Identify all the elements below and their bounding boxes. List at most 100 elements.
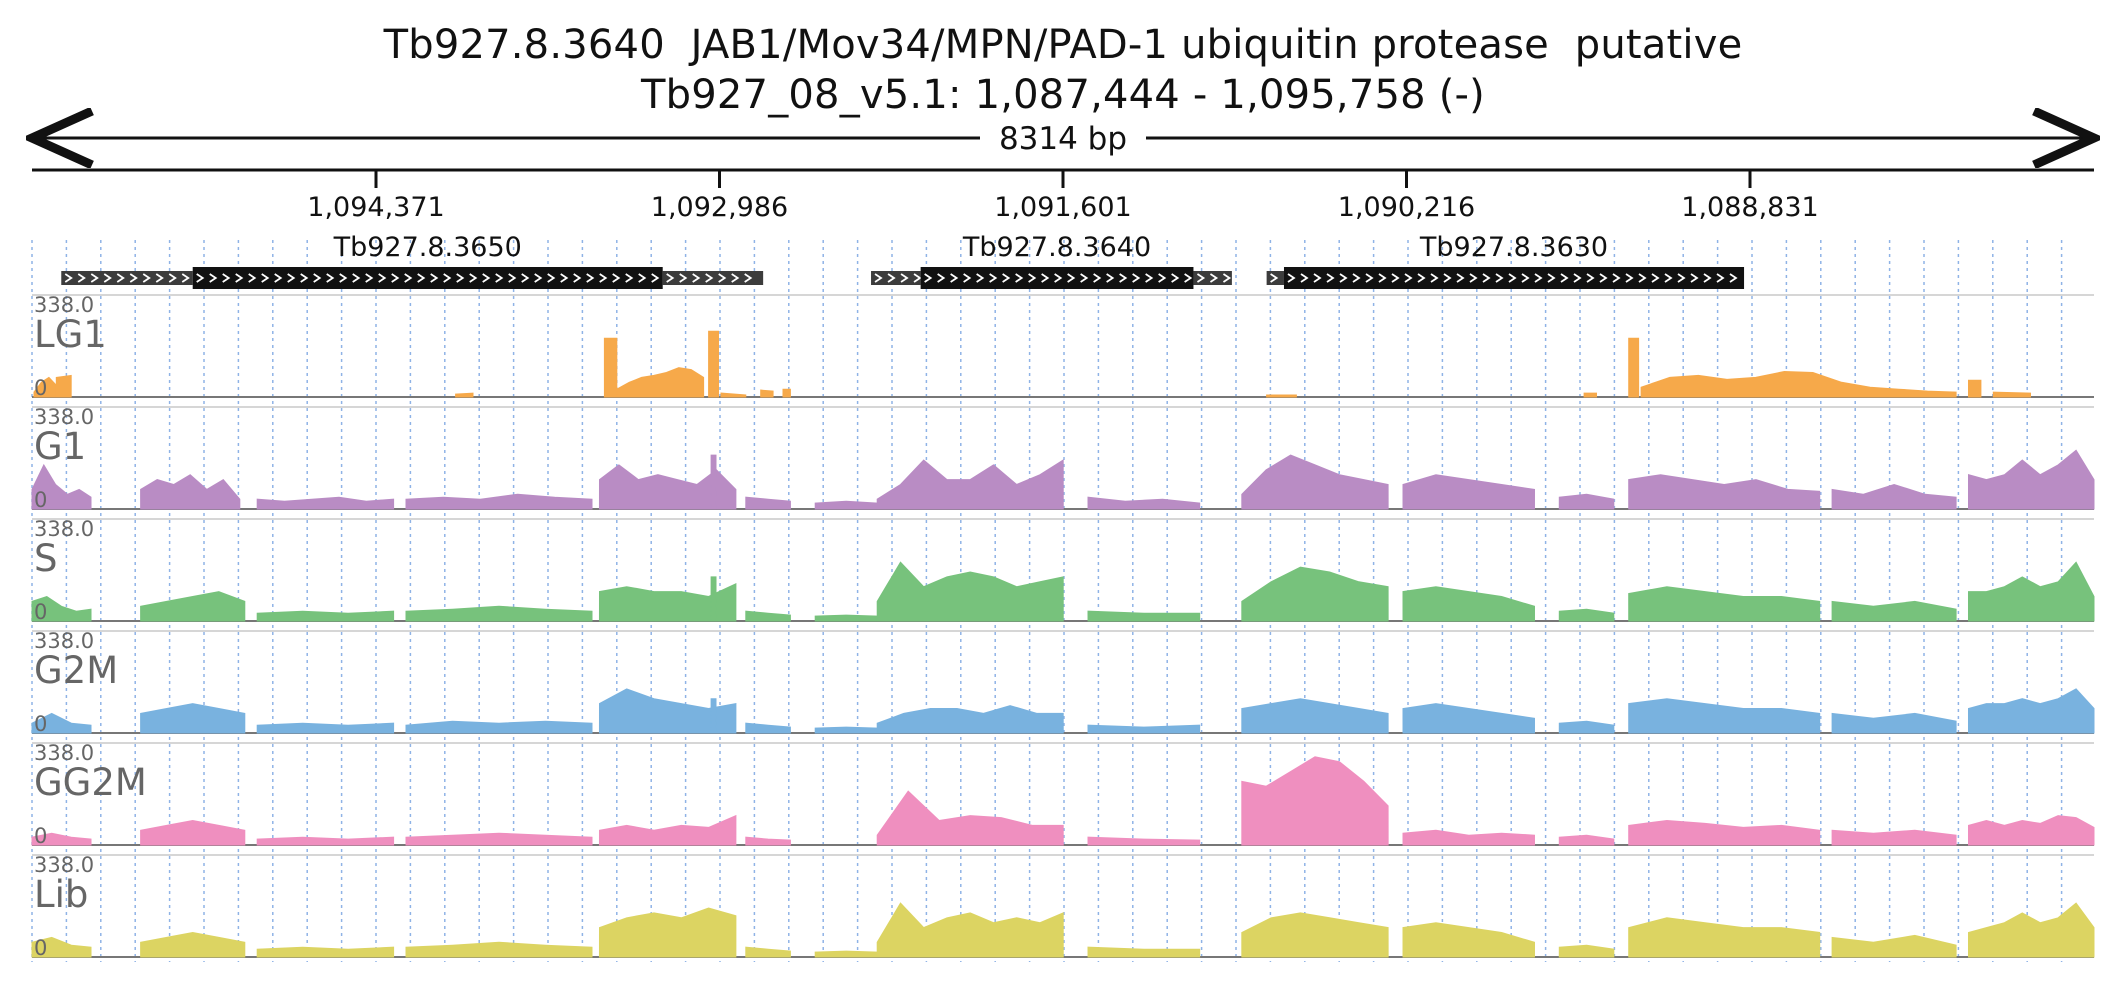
- coverage-area: [1241, 698, 1389, 734]
- coverage-area: [256, 496, 395, 510]
- strand-chevron: [1690, 273, 1699, 283]
- coverage-area: [616, 367, 705, 398]
- strand-chevron: [1586, 273, 1595, 283]
- track-name: G1: [34, 425, 86, 468]
- strand-chevron: [887, 273, 896, 283]
- strand-chevron: [352, 273, 361, 283]
- coverage-area: [1968, 688, 2095, 734]
- coverage-area: [1968, 815, 2095, 846]
- coverage-area: [1087, 724, 1201, 734]
- coverage-area: [1087, 610, 1201, 622]
- strand-chevron: [1326, 273, 1335, 283]
- strand-chevron: [1054, 273, 1063, 283]
- coverage-area: [1583, 392, 1598, 398]
- coverage-area: [31, 463, 92, 510]
- coverage-area: [31, 936, 92, 958]
- coverage-area: [745, 946, 791, 958]
- strand-chevron: [1339, 273, 1348, 283]
- strand-chevron: [1313, 273, 1322, 283]
- strand-chevron: [692, 273, 701, 283]
- strand-chevron: [705, 273, 714, 283]
- strand-chevron: [222, 273, 231, 283]
- coverage-area: [405, 941, 593, 958]
- gene-utr: [1193, 271, 1232, 285]
- strand-chevron: [1651, 273, 1660, 283]
- tick-label: 1,090,216: [1338, 192, 1475, 223]
- strand-chevron: [924, 273, 933, 283]
- strand-chevron: [1300, 273, 1309, 283]
- coverage-area: [405, 605, 593, 622]
- track-min-label: 0: [34, 824, 47, 848]
- coverage-area: [1558, 720, 1615, 734]
- track-name: S: [34, 537, 58, 580]
- coverage-area: [1831, 934, 1957, 958]
- strand-chevron: [1287, 273, 1296, 283]
- strand-chevron: [1270, 273, 1279, 283]
- strand-chevron: [651, 273, 660, 283]
- coverage-area: [745, 836, 791, 846]
- strand-chevron: [1222, 273, 1232, 283]
- track-min-label: 0: [34, 488, 47, 512]
- strand-chevron: [326, 273, 335, 283]
- strand-chevron: [1664, 273, 1673, 283]
- track-max-label: 338.0: [34, 293, 94, 317]
- coverage-area: [405, 493, 593, 510]
- coverage-area: [1558, 493, 1615, 510]
- strand-chevron: [1508, 273, 1517, 283]
- coverage-area: [256, 836, 395, 846]
- strand-chevron: [103, 273, 112, 283]
- strand-chevron: [547, 273, 556, 283]
- strand-chevron: [1599, 273, 1608, 283]
- coverage-area: [1992, 391, 2032, 398]
- strand-chevron: [1093, 273, 1102, 283]
- strand-chevron: [1158, 273, 1167, 283]
- strand-chevron: [155, 273, 164, 283]
- gene-Tb927-8-3630: Tb927.8.3630: [1266, 232, 1745, 289]
- coverage-area: [140, 474, 241, 510]
- strand-chevron: [976, 273, 985, 283]
- strand-chevron: [77, 273, 86, 283]
- coverage-area: [140, 931, 246, 958]
- locus-subtitle: Tb927_08_v5.1: 1,087,444 - 1,095,758 (-): [641, 72, 1485, 118]
- strand-chevron: [1456, 273, 1465, 283]
- strand-chevron: [1132, 273, 1141, 283]
- strand-chevron: [1352, 273, 1361, 283]
- gene-Tb927-8-3640: Tb927.8.3640: [871, 232, 1232, 289]
- strand-chevron: [378, 273, 387, 283]
- strand-chevron: [666, 273, 675, 283]
- coverage-area: [1831, 600, 1957, 622]
- coverage-area: [814, 950, 878, 958]
- coverage-area: [1402, 922, 1536, 958]
- coverage-area: [1628, 337, 1640, 398]
- coverage-area: [55, 374, 72, 398]
- tick-label: 1,091,601: [994, 192, 1131, 223]
- x-axis-ticks: 1,094,371 1,092,986 1,091,601 1,090,216 1,08…: [307, 170, 1819, 223]
- strand-chevron: [417, 273, 426, 283]
- coverage-area: [1628, 819, 1821, 846]
- coverage-area: [1968, 902, 2095, 958]
- strand-chevron: [261, 273, 270, 283]
- coverage-area: [1628, 698, 1821, 734]
- strand-chevron: [1521, 273, 1530, 283]
- strand-chevron: [913, 273, 922, 283]
- strand-chevron: [1560, 273, 1569, 283]
- strand-chevron: [1703, 273, 1712, 283]
- grid-lines: [31, 240, 2063, 962]
- track-max-label: 338.0: [34, 517, 94, 541]
- track-max-label: 338.0: [34, 405, 94, 429]
- strand-chevron: [300, 273, 309, 283]
- strand-chevron: [482, 273, 491, 283]
- tick-label: 1,092,986: [651, 192, 788, 223]
- strand-chevron: [339, 273, 348, 283]
- strand-chevron: [599, 273, 608, 283]
- coverage-area: [760, 389, 774, 398]
- strand-chevron: [116, 273, 125, 283]
- coverage-area: [710, 698, 717, 734]
- track-s: 338.0S 0: [31, 517, 2095, 624]
- track-max-label: 338.0: [34, 629, 94, 653]
- strand-chevron: [129, 273, 138, 283]
- strand-chevron: [612, 273, 621, 283]
